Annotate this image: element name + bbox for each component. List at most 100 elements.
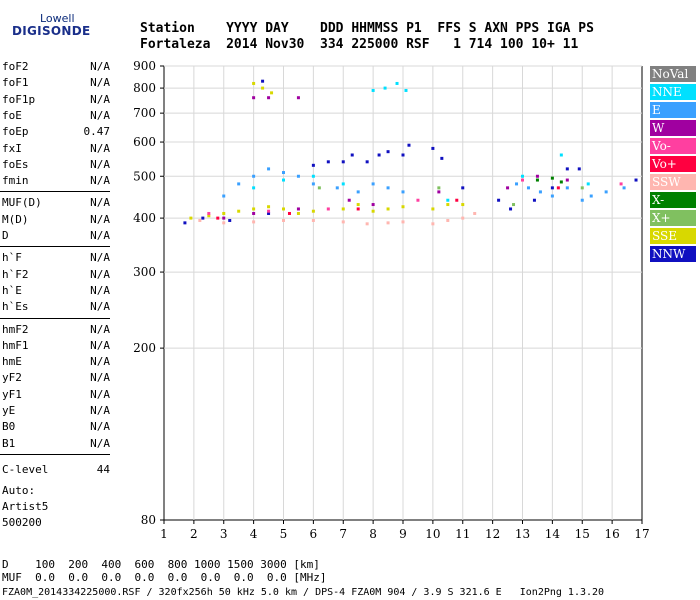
data-point-nnw [577,167,581,171]
legend-item-vo-: Vo- [650,138,696,154]
param-value: N/A [90,141,110,155]
param-value: N/A [90,229,110,242]
data-point-nne [395,81,399,85]
x-tick-label: 1 [160,527,168,541]
param-name: h`F2 [2,267,29,281]
data-point-w [267,96,271,100]
data-point-w [535,174,539,178]
x-tick-label: 9 [399,527,407,541]
param-value: N/A [90,338,110,352]
data-point-e [401,190,405,194]
param-value: N/A [90,283,110,297]
data-point-sse [296,211,300,215]
param-name: M(D) [2,212,29,226]
data-point-nnw [634,178,638,182]
param-value: N/A [90,404,110,417]
data-point-x- [317,186,321,190]
data-point-nne [521,174,524,178]
x-tick-label: 16 [604,527,619,541]
param-row: yE N/A [2,404,110,418]
data-point-nnw [267,211,271,215]
param-row: h`E N/A [2,284,110,298]
data-point-sse [341,207,345,211]
param-name: MUF(D) [2,196,42,210]
data-point-w [437,190,441,194]
legend-item-nnw: NNW [650,246,696,262]
legend-item-x-: X- [650,192,696,208]
separator [0,191,110,193]
x-tick-label: 13 [515,527,530,541]
param-name: B0 [2,420,16,434]
clevel-row: C-level 44 [2,463,110,477]
data-point-nnw [407,143,411,147]
data-point-e [526,186,530,190]
data-point-w [252,96,256,100]
param-row: fmin N/A [2,174,110,188]
data-point-w [506,186,510,190]
param-row: yF2 N/A [2,371,110,385]
data-point-w [371,203,375,207]
data-point-ssw [341,220,345,224]
data-point-vo- [521,178,524,182]
param-row: yF1 N/A [2,388,110,402]
data-point-x- [535,178,539,182]
param-name: yE [2,404,16,417]
data-point-x- [559,180,563,184]
data-point-sse [237,209,241,213]
param-name: hmE [2,355,22,369]
data-point-sse [446,203,450,207]
data-point-nnw [461,186,465,190]
data-point-nnw [386,150,390,154]
data-point-ssw [365,222,369,226]
data-point-vo- [216,216,220,220]
data-point-e [622,186,626,190]
data-point-nnw [565,167,569,171]
data-point-sse [431,207,435,211]
data-point-sse [371,209,375,213]
separator [0,317,110,319]
data-point-nne [371,88,375,92]
param-name: B1 [2,436,16,450]
data-point-nne [252,186,256,190]
y-tick-label: 700 [133,106,156,120]
data-point-w [296,96,300,100]
data-point-e [222,194,226,198]
data-point-ssw [386,221,390,225]
data-point-nnw [261,79,265,83]
data-point-w [565,178,569,182]
param-row: D N/A [2,229,110,243]
data-point-sse [189,216,193,220]
footer-file-info: FZA0M_2014334225000.RSF / 320fx256h 50 k… [2,587,605,598]
data-point-w [347,198,351,202]
data-point-nnw [532,198,536,202]
legend-item-sse: SSE [650,228,696,244]
y-tick-label: 400 [133,211,156,225]
data-point-nnw [350,153,354,157]
param-name: foF2 [2,60,29,73]
x-tick-label: 6 [310,527,318,541]
data-point-nnw [365,160,369,164]
param-row: foF1p N/A [2,93,110,107]
param-name: yF1 [2,387,22,401]
param-name: h`Es [2,300,29,314]
legend-item-noval: NoVal [650,66,696,82]
param-row: hmE N/A [2,355,110,369]
x-tick-label: 5 [280,527,288,541]
data-point-x- [437,186,441,190]
data-point-nnw [509,207,513,211]
param-name: foEs [2,157,29,171]
separator [0,453,110,455]
data-point-sse [261,86,265,90]
data-point-ssw [446,218,450,222]
data-point-nne [282,178,285,182]
param-row: foEs N/A [2,158,110,172]
data-point-e [296,174,300,178]
auto-artist: Artist5 [2,500,49,513]
data-point-nnw [497,198,501,202]
param-row: h`Es N/A [2,300,110,314]
param-name: h`E [2,283,22,297]
data-point-sse [252,81,256,85]
data-point-e [371,182,375,186]
param-value: N/A [90,76,110,90]
